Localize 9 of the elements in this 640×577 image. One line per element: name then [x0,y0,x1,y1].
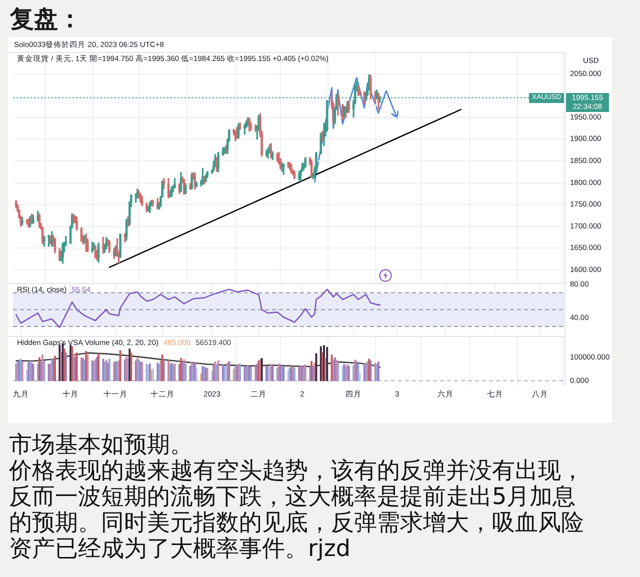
candlestick [76,216,78,231]
chart-title: 复盘： [10,4,82,35]
candlestick [146,202,148,212]
candlestick [91,242,94,253]
candlestick [217,152,220,172]
text: 市场基本如预期。 [9,432,194,458]
candlestick [32,214,34,224]
text: 价格表现的越来越有空头趋势，该有的反弹并没有出现，反而一波短期的流畅下跌，这大概率是提前走出5月加息的预期。同时美元指数的见底，反弹需求增大，吸血风险资产已经成为了大概率事件。rjzd [9,458,585,562]
candlestick [105,236,108,250]
